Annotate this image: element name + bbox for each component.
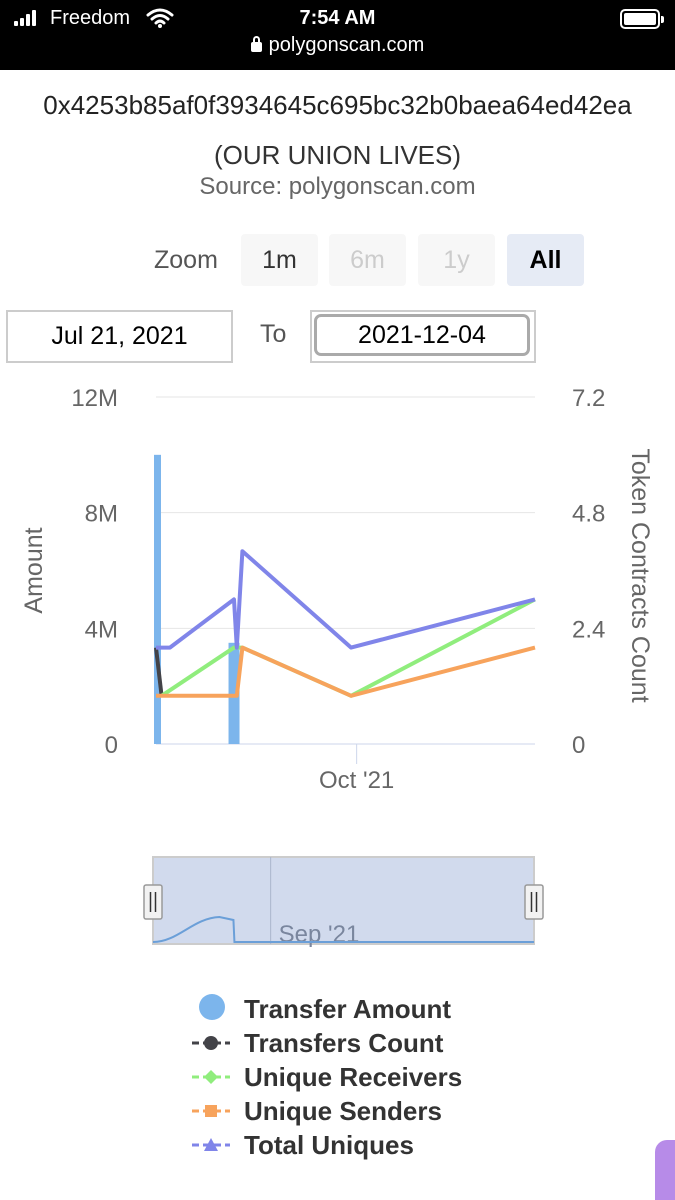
x-tick-label: Oct '21	[319, 767, 394, 794]
side-tab[interactable]	[655, 1140, 675, 1200]
handle-body	[143, 884, 163, 920]
navigator-tick-label: Sep '21	[279, 921, 360, 948]
y-right-axis-title: Token Contracts Count	[626, 448, 654, 702]
battery-icon	[620, 9, 664, 29]
navigator-series	[152, 915, 534, 943]
y-right-tick-label: 4.8	[572, 501, 605, 528]
navigator-left-handle[interactable]	[143, 884, 163, 920]
handle-body	[524, 884, 544, 920]
series-line	[154, 647, 164, 697]
range-from-input[interactable]: Jul 21, 2021	[6, 310, 233, 363]
signal-icon	[14, 10, 40, 26]
chart-source: Source: polygonscan.com	[199, 173, 476, 200]
navigator[interactable]: Sep '21	[0, 850, 675, 960]
diamond-marker-icon	[192, 1070, 230, 1084]
square-marker-icon	[192, 1105, 230, 1117]
y-left-axis-title: Amount	[20, 527, 48, 613]
range-to-field: 2021-12-04	[310, 310, 536, 363]
legend-marker	[205, 1105, 217, 1117]
status-bar: Freedom 7:54 AM polygonscan.com	[0, 0, 675, 70]
series-line	[156, 645, 536, 698]
legend-label: Unique Senders	[244, 1096, 442, 1126]
triangle-marker-icon	[192, 1138, 230, 1151]
series-line	[156, 549, 536, 650]
zoom-1y-button[interactable]: 1y	[418, 234, 495, 286]
contract-address: 0x4253b85af0f3934645c695bc32b0baea64ed42…	[43, 90, 632, 120]
bar	[228, 642, 240, 744]
url-text: polygonscan.com	[268, 34, 425, 56]
chart[interactable]: 0 0 4M 2.4 8M 4.8 12M 7.2 Oct '21 Amount Token Con…	[0, 380, 675, 800]
y-left-tick-label: 8M	[85, 501, 118, 528]
zoom-all-button[interactable]: All	[507, 234, 584, 286]
carrier-name: Freedom	[50, 7, 131, 29]
zoom-6m-button[interactable]: 6m	[329, 234, 406, 286]
range-to-input[interactable]: 2021-12-04	[314, 314, 530, 356]
y-left-tick-label: 0	[105, 732, 118, 759]
y-right-tick-label: 7.2	[572, 385, 605, 412]
zoom-1m-button[interactable]: 1m	[241, 234, 318, 286]
y-left-tick-label: 12M	[71, 385, 118, 412]
range-to-label: To	[260, 320, 287, 348]
chart-subtitle: (OUR UNION LIVES)	[213, 140, 462, 170]
legend-label: Unique Receivers	[244, 1062, 463, 1092]
y-right-tick-label: 0	[572, 732, 585, 759]
legend-label: Transfers Count	[244, 1028, 444, 1058]
legend-label: Transfer Amount	[244, 994, 452, 1024]
zoom-label: Zoom	[154, 246, 218, 274]
lock-icon	[250, 36, 262, 52]
navigator-right-handle[interactable]	[524, 884, 544, 920]
url-bar[interactable]: polygonscan.com	[0, 34, 675, 57]
bar	[154, 454, 161, 744]
legend-marker	[204, 1070, 218, 1084]
y-right-tick-label: 2.4	[572, 616, 605, 643]
legend-marker	[199, 994, 225, 1020]
y-left-tick-label: 4M	[85, 616, 118, 643]
clock: 7:54 AM	[299, 7, 376, 29]
circle-marker-icon	[192, 1036, 230, 1050]
legend-marker	[204, 1036, 218, 1050]
circle-marker-icon	[199, 994, 225, 1020]
legend-label: Total Uniques	[244, 1130, 414, 1160]
wifi-icon	[146, 8, 174, 28]
legend-marker	[204, 1138, 218, 1151]
